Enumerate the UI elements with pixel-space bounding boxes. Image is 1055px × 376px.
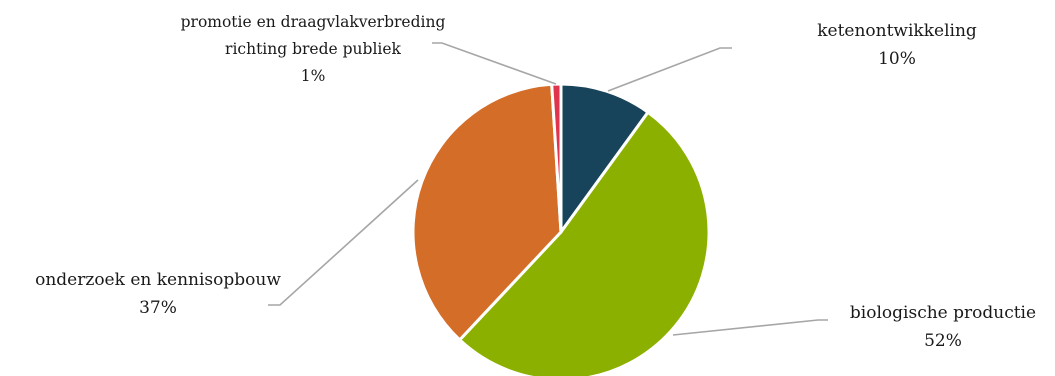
leader-line-promotie [432,42,557,85]
slice-label-promotie-line2: richting brede publiek [225,40,401,58]
slices-layer [411,82,711,376]
pie-slice-promotie-en [550,82,563,234]
slice-label-promotie-line1: promotie en draagvlakverbreding [181,13,446,31]
slice-label-ketenontwikkeling: ketenontwikkeling [817,21,977,41]
slice-value-onderzoek: 37% [139,298,177,318]
leader-line-onderzoek [268,179,419,306]
slice-value-promotie: 1% [301,67,326,85]
slice-label-biologische-productie: biologische productie [850,303,1036,323]
pie-slice-ketenontwikkeling [559,82,650,234]
labels-layer: ketenontwikkeling 10% biologische produc… [35,13,1036,351]
pie-slice-onderzoek-en [411,82,563,342]
leader-line-ketenontwikkeling [607,47,732,92]
slice-value-ketenontwikkeling: 10% [878,49,916,69]
slice-value-biologische-productie: 52% [924,331,962,351]
leader-line-biologische-productie [672,319,828,336]
slice-label-onderzoek: onderzoek en kennisopbouw [35,270,281,290]
pie-slice-biologische-productie [458,110,711,376]
leader-lines-layer [268,42,828,336]
